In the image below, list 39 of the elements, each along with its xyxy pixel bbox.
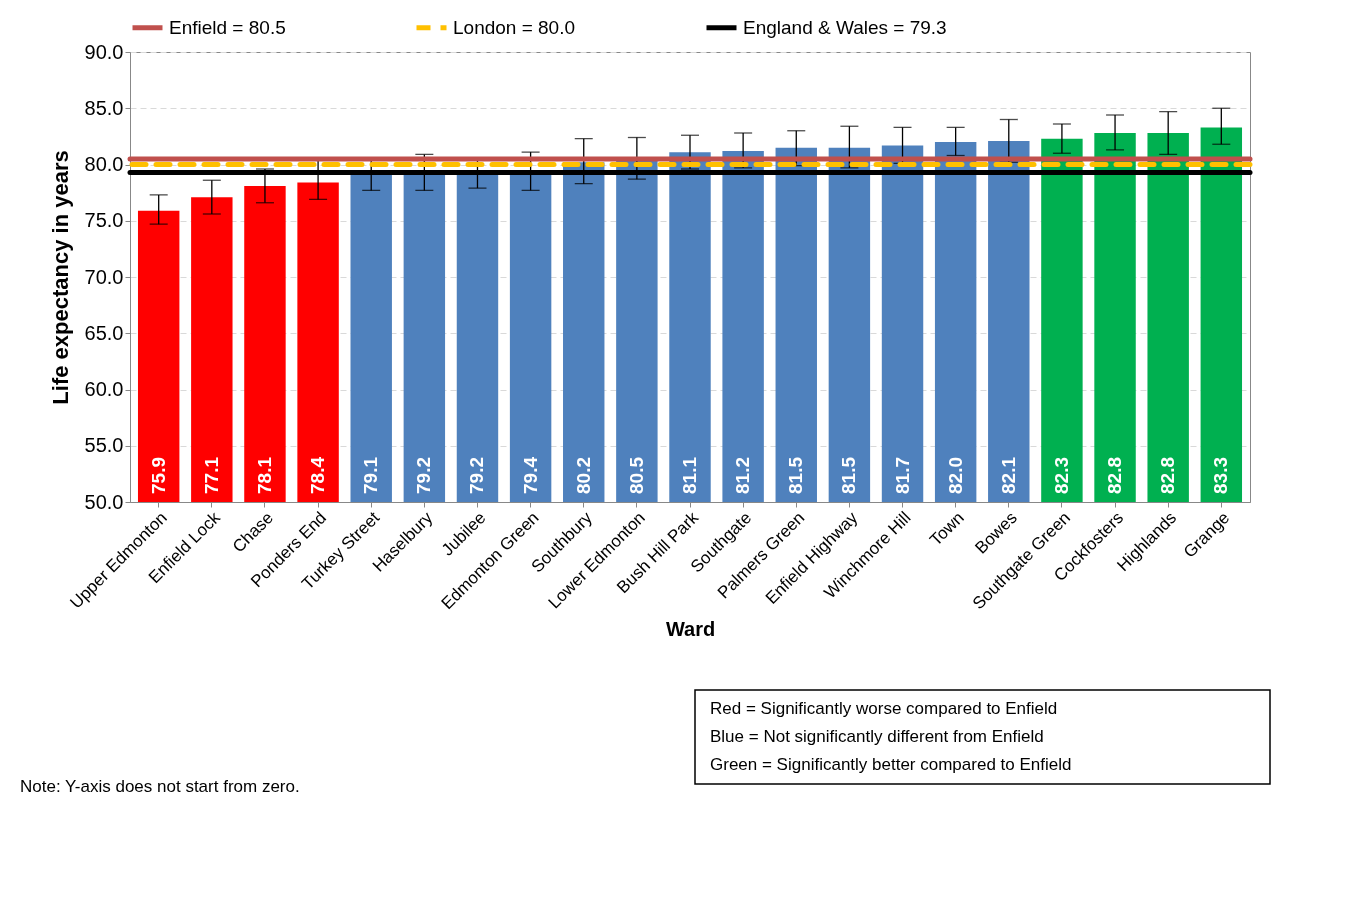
data-label: 77.1 (200, 456, 222, 494)
data-label: 79.1 (360, 456, 382, 494)
data-label: 79.2 (413, 457, 435, 494)
y-tick-label: 50.0 (84, 490, 124, 513)
data-label: 82.8 (1104, 457, 1126, 494)
data-label: 79.2 (466, 457, 488, 494)
y-tick-label: 85.0 (84, 96, 124, 119)
data-label: 81.7 (891, 457, 913, 494)
y-tick-label: 90.0 (84, 40, 124, 63)
y-tick-label: 80.0 (84, 153, 124, 175)
text: Green = Significantly better compared to Enfield (710, 755, 1072, 774)
y-tick-label: 75.0 (84, 209, 124, 232)
data-label: 78.1 (253, 456, 275, 494)
data-label: 82.8 (1157, 457, 1179, 494)
data-label: 78.4 (307, 456, 329, 494)
data-label: 83.3 (1210, 457, 1232, 494)
data-label: 81.2 (732, 457, 754, 494)
data-label: 82.1 (997, 456, 1019, 494)
data-label: 82.3 (1050, 457, 1072, 494)
data-label: 80.5 (625, 456, 647, 494)
x-axis-title: Ward (665, 618, 716, 641)
data-label: 75.9 (147, 457, 169, 494)
text: Red = Significantly worse compared to Enfield (710, 699, 1058, 718)
data-label: 81.5 (785, 456, 807, 494)
y-tick-label: 55.0 (84, 434, 124, 457)
data-label: 79.4 (519, 456, 541, 494)
text: Note: Y-axis does not start from zero. (20, 777, 300, 796)
text: Blue = Not significantly different from Enfield (710, 727, 1044, 746)
legend-label: London = 80.0 (453, 16, 576, 38)
y-tick-label: 65.0 (84, 321, 124, 344)
y-axis-title: Life expectancy in years (47, 150, 73, 405)
data-label: 81.5 (838, 456, 860, 494)
y-tick-label: 70.0 (84, 265, 124, 288)
data-label: 82.0 (944, 457, 966, 494)
y-tick-label: 60.0 (84, 378, 124, 400)
data-label: 80.2 (572, 457, 594, 494)
legend-label: Enfield = 80.5 (169, 16, 286, 38)
data-label: 81.1 (679, 456, 700, 494)
legend-label: England & Wales = 79.3 (743, 16, 947, 38)
